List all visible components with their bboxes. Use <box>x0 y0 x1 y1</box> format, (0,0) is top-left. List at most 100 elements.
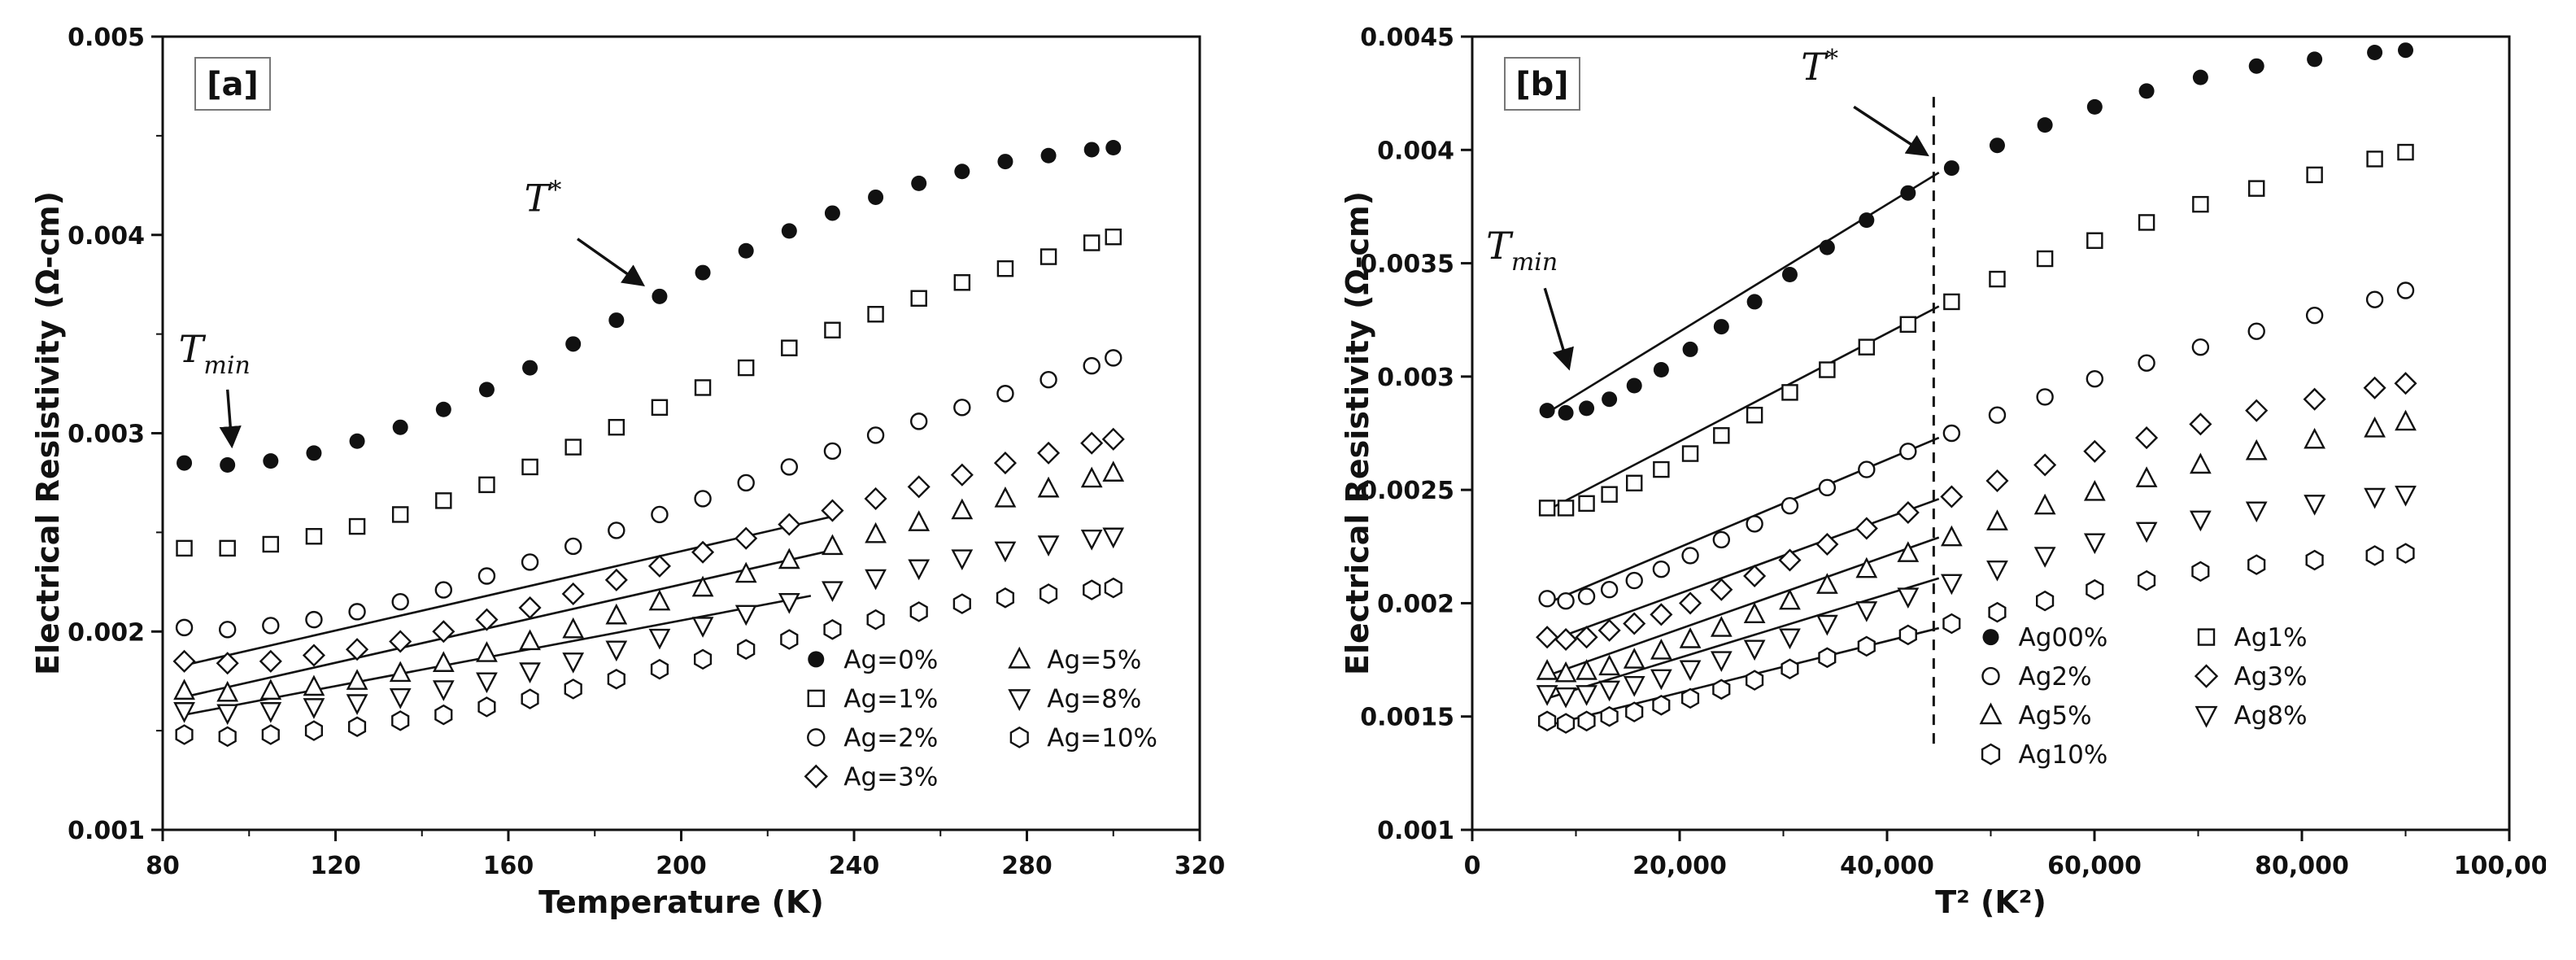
open-triangle-down-marker-icon <box>432 680 455 701</box>
open-square-marker-icon <box>2366 151 2383 168</box>
open-square-marker-icon <box>1681 445 1699 462</box>
open-circle-marker-icon <box>780 458 799 476</box>
fit-line <box>1546 498 1940 644</box>
filled-circle-marker-icon <box>1989 137 2005 154</box>
filled-circle-marker-icon <box>435 401 451 417</box>
open-square-marker-icon <box>521 458 538 476</box>
x-tick-label: 280 <box>1001 852 1053 880</box>
open-hexagon-marker-icon <box>737 639 756 660</box>
open-square-marker-icon <box>737 359 755 377</box>
t-star-annotation-arrow <box>577 238 646 287</box>
panel-label-box <box>194 57 271 111</box>
open-hexagon-marker-icon <box>1942 613 1961 635</box>
open-hexagon-marker-icon <box>2305 549 2324 571</box>
open-triangle-down-marker-icon <box>173 702 195 723</box>
open-diamond-marker-icon <box>1679 591 1702 615</box>
open-triangle-up-marker-icon <box>605 603 628 625</box>
filled-circle-marker-icon <box>1819 239 1835 255</box>
x-tick-label: 100,000 <box>2454 852 2546 880</box>
open-triangle-down-marker-icon <box>1080 529 1103 551</box>
x-tick-label: 120 <box>310 852 361 880</box>
legend-label: Ag=3% <box>843 762 938 792</box>
x-tick-label: 200 <box>656 852 707 880</box>
open-hexagon-marker-icon <box>952 593 971 614</box>
open-circle-marker-icon <box>2305 306 2324 325</box>
open-hexagon-marker-icon <box>564 679 582 700</box>
open-square-marker-icon <box>1819 361 1836 378</box>
fit-line <box>184 595 812 716</box>
chart-svg-panel-b: 0 20,000 40,000 60,000 80,000 100,000 0.001 0.0… <box>1326 8 2546 952</box>
open-diamond-marker-icon <box>804 764 828 789</box>
open-hexagon-marker-icon <box>477 696 496 718</box>
open-diamond-marker-icon <box>1101 427 1125 451</box>
open-square-marker-icon <box>1040 248 1057 265</box>
legend-label: Ag=5% <box>1047 645 1141 674</box>
open-triangle-up-marker-icon <box>1598 654 1620 676</box>
filled-circle-marker-icon <box>608 312 625 329</box>
open-hexagon-marker-icon <box>694 648 713 670</box>
open-square-marker-icon <box>608 418 625 436</box>
legend-label: Ag10% <box>2019 740 2108 770</box>
y-tick-label: 0.0035 <box>1360 251 1454 279</box>
open-triangle-down-marker-icon <box>2135 521 2158 543</box>
open-circle-marker-icon <box>2396 281 2415 299</box>
open-hexagon-marker-icon <box>521 688 539 709</box>
open-square-marker-icon <box>435 492 452 509</box>
open-triangle-down-marker-icon <box>1623 676 1645 697</box>
open-triangle-up-marker-icon <box>994 486 1017 508</box>
open-triangle-down-marker-icon <box>691 617 714 638</box>
fit-line <box>1546 577 1940 700</box>
open-hexagon-marker-icon <box>1625 701 1644 722</box>
open-circle-marker-icon <box>807 728 826 747</box>
legend-label: Ag8% <box>2234 701 2308 731</box>
open-triangle-down-marker-icon <box>519 662 541 683</box>
open-circle-marker-icon <box>2247 322 2265 340</box>
panel-label: [a] <box>207 66 259 103</box>
legend-label: Ag=2% <box>843 723 938 753</box>
y-tick-label: 0.004 <box>68 222 145 251</box>
open-diamond-marker-icon <box>2245 399 2269 422</box>
open-triangle-up-marker-icon <box>519 629 541 651</box>
filled-circle-marker-icon <box>263 453 279 469</box>
x-tick-label: 60,000 <box>2047 852 2142 880</box>
open-diamond-marker-icon <box>2135 426 2159 450</box>
chart-panel-b: 0 20,000 40,000 60,000 80,000 100,000 0.001 0.0… <box>1326 8 2546 952</box>
y-tick-label: 0.0045 <box>1360 24 1454 52</box>
legend: Ag=0% Ag=1% Ag=2% Ag=3% Ag=5% Ag=8% Ag=10% <box>804 645 1157 792</box>
x-tick-label: 320 <box>1175 852 1226 880</box>
open-square-marker-icon <box>2086 232 2103 249</box>
open-circle-marker-icon <box>434 581 453 599</box>
open-triangle-down-marker-icon <box>2033 547 2056 568</box>
open-diamond-marker-icon <box>604 568 628 591</box>
filled-circle-marker-icon <box>2248 58 2264 74</box>
open-hexagon-marker-icon <box>909 601 928 622</box>
filled-circle-marker-icon <box>1083 142 1100 158</box>
open-circle-marker-icon <box>823 442 842 460</box>
open-hexagon-marker-icon <box>434 704 453 726</box>
open-circle-marker-icon <box>1712 530 1731 549</box>
open-triangle-up-marker-icon <box>1743 602 1766 624</box>
open-triangle-up-marker-icon <box>1897 541 1920 562</box>
open-diamond-marker-icon <box>2083 439 2107 463</box>
open-triangle-up-marker-icon <box>1940 525 1963 547</box>
fit-line <box>1546 536 1940 677</box>
filled-circle-marker-icon <box>1713 319 1729 335</box>
chart-background <box>16 8 1236 952</box>
open-hexagon-marker-icon <box>1981 743 2001 766</box>
filled-circle-marker-icon <box>911 175 927 191</box>
open-triangle-down-marker-icon <box>951 549 974 571</box>
open-hexagon-marker-icon <box>1104 577 1122 599</box>
open-square-marker-icon <box>867 306 884 323</box>
open-triangle-down-marker-icon <box>1554 687 1577 709</box>
open-triangle-down-marker-icon <box>2195 705 2218 728</box>
open-diamond-marker-icon <box>346 638 369 661</box>
open-triangle-down-marker-icon <box>1940 574 1963 596</box>
open-square-marker-icon <box>1899 316 1917 334</box>
open-square-marker-icon <box>1105 228 1122 246</box>
open-circle-marker-icon <box>953 399 971 417</box>
legend: Ag00% Ag2% Ag5% Ag10% Ag1% Ag3% Ag8% <box>1979 623 2308 770</box>
open-triangle-up-marker-icon <box>778 548 800 569</box>
open-hexagon-marker-icon <box>304 720 323 741</box>
fit-line <box>1546 172 1940 414</box>
open-triangle-down-marker-icon <box>778 592 800 614</box>
